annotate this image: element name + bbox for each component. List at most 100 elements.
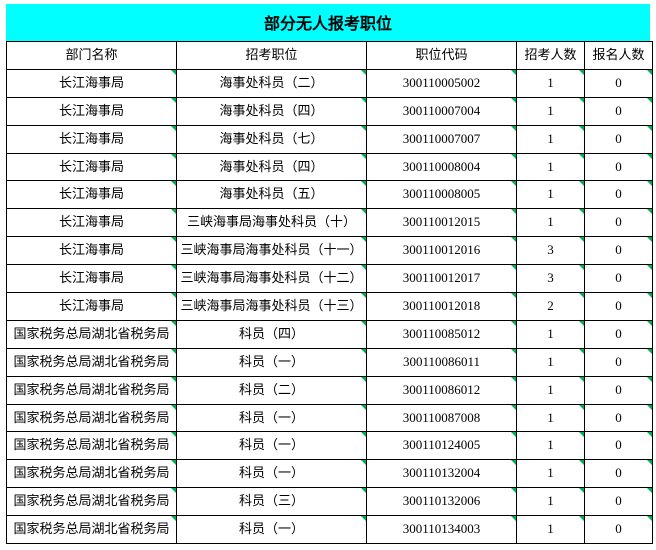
table-row: 长江海事局海事处科员（四）30011000700410 — [7, 97, 653, 125]
cell-dept: 长江海事局 — [7, 209, 177, 237]
cell-applicants: 0 — [585, 237, 653, 265]
cell-applicants: 0 — [585, 153, 653, 181]
cell-dept: 国家税务总局湖北省税务局 — [7, 488, 177, 516]
table-row: 长江海事局三峡海事局海事处科员（十二）30011001201730 — [7, 265, 653, 293]
table-row: 长江海事局海事处科员（五）30011000800510 — [7, 181, 653, 209]
cell-position: 科员（一） — [177, 348, 367, 376]
cell-code: 300110085012 — [367, 320, 517, 348]
table-row: 国家税务总局湖北省税务局科员（一）30011013400310 — [7, 516, 653, 544]
cell-dept: 长江海事局 — [7, 181, 177, 209]
col-header-dept: 部门名称 — [7, 42, 177, 70]
table-row: 长江海事局三峡海事局海事处科员（十三）30011001201820 — [7, 293, 653, 321]
table-header-row: 部门名称 招考职位 职位代码 招考人数 报名人数 — [7, 42, 653, 70]
col-header-applicants: 报名人数 — [585, 42, 653, 70]
table-wrapper: 部分无人报考职位 部门名称 招考职位 职位代码 招考人数 报名人数 长江海事局海… — [0, 0, 656, 550]
cell-dept: 国家税务总局湖北省税务局 — [7, 348, 177, 376]
cell-applicants: 0 — [585, 460, 653, 488]
cell-recruit: 3 — [517, 237, 585, 265]
cell-position: 三峡海事局海事处科员（十） — [177, 209, 367, 237]
cell-code: 300110012015 — [367, 209, 517, 237]
table-row: 国家税务总局湖北省税务局科员（一）30011012400510 — [7, 432, 653, 460]
cell-dept: 国家税务总局湖北省税务局 — [7, 404, 177, 432]
cell-position: 海事处科员（四） — [177, 97, 367, 125]
cell-applicants: 0 — [585, 348, 653, 376]
cell-code: 300110087008 — [367, 404, 517, 432]
cell-code: 300110012017 — [367, 265, 517, 293]
cell-applicants: 0 — [585, 488, 653, 516]
table-row: 长江海事局三峡海事局海事处科员（十）30011001201510 — [7, 209, 653, 237]
col-header-position: 招考职位 — [177, 42, 367, 70]
cell-position: 三峡海事局海事处科员（十三） — [177, 293, 367, 321]
cell-applicants: 0 — [585, 265, 653, 293]
cell-dept: 长江海事局 — [7, 265, 177, 293]
cell-applicants: 0 — [585, 320, 653, 348]
cell-recruit: 1 — [517, 488, 585, 516]
cell-applicants: 0 — [585, 404, 653, 432]
cell-dept: 长江海事局 — [7, 293, 177, 321]
cell-position: 三峡海事局海事处科员（十一） — [177, 237, 367, 265]
cell-code: 300110005002 — [367, 69, 517, 97]
cell-dept: 长江海事局 — [7, 153, 177, 181]
cell-code: 300110086011 — [367, 348, 517, 376]
cell-applicants: 0 — [585, 209, 653, 237]
table-row: 国家税务总局湖北省税务局科员（一）30011013200410 — [7, 460, 653, 488]
cell-code: 300110008004 — [367, 153, 517, 181]
cell-recruit: 1 — [517, 97, 585, 125]
table-row: 长江海事局三峡海事局海事处科员（十一）30011001201630 — [7, 237, 653, 265]
cell-dept: 长江海事局 — [7, 69, 177, 97]
table-row: 长江海事局海事处科员（二）30011000500210 — [7, 69, 653, 97]
cell-applicants: 0 — [585, 69, 653, 97]
cell-position: 科员（一） — [177, 460, 367, 488]
table-row: 国家税务总局湖北省税务局科员（三）30011013200610 — [7, 488, 653, 516]
cell-recruit: 1 — [517, 69, 585, 97]
cell-position: 海事处科员（四） — [177, 153, 367, 181]
cell-recruit: 1 — [517, 432, 585, 460]
cell-recruit: 2 — [517, 293, 585, 321]
cell-code: 300110132006 — [367, 488, 517, 516]
cell-code: 300110012016 — [367, 237, 517, 265]
cell-position: 科员（一） — [177, 432, 367, 460]
cell-applicants: 0 — [585, 125, 653, 153]
cell-code: 300110132004 — [367, 460, 517, 488]
cell-dept: 长江海事局 — [7, 237, 177, 265]
col-header-recruit: 招考人数 — [517, 42, 585, 70]
cell-dept: 国家税务总局湖北省税务局 — [7, 460, 177, 488]
cell-position: 海事处科员（七） — [177, 125, 367, 153]
cell-code: 300110124005 — [367, 432, 517, 460]
cell-applicants: 0 — [585, 516, 653, 544]
cell-code: 300110008005 — [367, 181, 517, 209]
cell-recruit: 1 — [517, 153, 585, 181]
table-row: 国家税务总局湖北省税务局科员（一）30011008700810 — [7, 404, 653, 432]
cell-dept: 长江海事局 — [7, 125, 177, 153]
cell-recruit: 1 — [517, 209, 585, 237]
cell-recruit: 1 — [517, 516, 585, 544]
table-row: 国家税务总局湖北省税务局科员（二）30011008601210 — [7, 376, 653, 404]
cell-position: 科员（一） — [177, 516, 367, 544]
cell-applicants: 0 — [585, 181, 653, 209]
table-row: 长江海事局海事处科员（四）30011000800410 — [7, 153, 653, 181]
cell-applicants: 0 — [585, 376, 653, 404]
cell-recruit: 1 — [517, 348, 585, 376]
cell-position: 海事处科员（五） — [177, 181, 367, 209]
cell-position: 科员（四） — [177, 320, 367, 348]
cell-dept: 国家税务总局湖北省税务局 — [7, 376, 177, 404]
cell-position: 科员（三） — [177, 488, 367, 516]
cell-applicants: 0 — [585, 293, 653, 321]
cell-code: 300110086012 — [367, 376, 517, 404]
cell-dept: 国家税务总局湖北省税务局 — [7, 320, 177, 348]
table-row: 国家税务总局湖北省税务局科员（一）30011008601110 — [7, 348, 653, 376]
page-title: 部分无人报考职位 — [6, 4, 650, 41]
cell-dept: 国家税务总局湖北省税务局 — [7, 432, 177, 460]
cell-recruit: 1 — [517, 181, 585, 209]
cell-code: 300110007004 — [367, 97, 517, 125]
cell-code: 300110134003 — [367, 516, 517, 544]
cell-recruit: 3 — [517, 265, 585, 293]
positions-table: 部门名称 招考职位 职位代码 招考人数 报名人数 长江海事局海事处科员（二）30… — [6, 41, 653, 544]
cell-recruit: 1 — [517, 404, 585, 432]
table-row: 国家税务总局湖北省税务局科员（四）30011008501210 — [7, 320, 653, 348]
cell-position: 三峡海事局海事处科员（十二） — [177, 265, 367, 293]
cell-recruit: 1 — [517, 125, 585, 153]
cell-recruit: 1 — [517, 320, 585, 348]
cell-code: 300110012018 — [367, 293, 517, 321]
cell-position: 科员（一） — [177, 404, 367, 432]
